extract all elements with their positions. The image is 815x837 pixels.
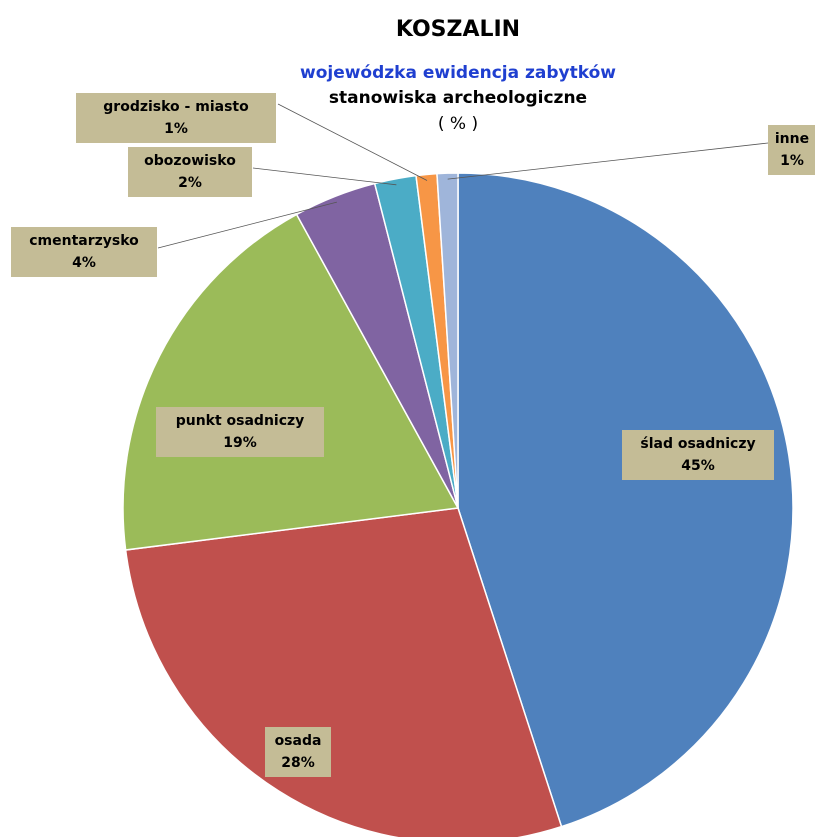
value-label: 45% bbox=[681, 458, 715, 474]
value-label: 28% bbox=[281, 755, 315, 771]
leader-line bbox=[252, 167, 397, 186]
label-box bbox=[768, 125, 815, 175]
pie bbox=[122, 172, 794, 837]
label-box bbox=[128, 147, 252, 197]
category-label: ślad osadniczy bbox=[640, 436, 755, 452]
pie-slice bbox=[436, 172, 459, 509]
leader-line bbox=[447, 142, 769, 180]
value-label: 19% bbox=[223, 435, 257, 451]
label-box bbox=[265, 727, 331, 777]
pie-slice bbox=[122, 213, 460, 551]
pie-slice bbox=[457, 172, 794, 828]
category-label: osada bbox=[275, 733, 322, 749]
value-label: 2% bbox=[178, 175, 202, 191]
chart-subtitle: wojewódzka ewidencja zabytków bbox=[300, 63, 616, 83]
pie-slice bbox=[124, 507, 563, 837]
chart-title: KOSZALIN bbox=[396, 17, 520, 42]
value-label: 4% bbox=[72, 255, 96, 271]
labels: ślad osadniczy 45% osada 28% punkt osadniczy… bbox=[11, 93, 815, 777]
value-label: 1% bbox=[164, 121, 188, 137]
leader-line bbox=[277, 103, 428, 181]
leader-line bbox=[157, 201, 337, 249]
label-box bbox=[76, 93, 276, 143]
category-label: punkt osadniczy bbox=[176, 413, 305, 429]
value-label: 1% bbox=[780, 153, 804, 169]
label-box bbox=[156, 407, 324, 457]
category-label: obozowisko bbox=[144, 153, 236, 169]
category-label: inne bbox=[775, 131, 809, 147]
unit-label: ( % ) bbox=[438, 114, 478, 134]
category-label: grodzisko - miasto bbox=[103, 99, 249, 115]
category-label: cmentarzysko bbox=[29, 233, 139, 249]
label-box bbox=[11, 227, 157, 277]
chart-subtitle: stanowiska archeologiczne bbox=[329, 88, 587, 108]
label-box bbox=[622, 430, 774, 480]
